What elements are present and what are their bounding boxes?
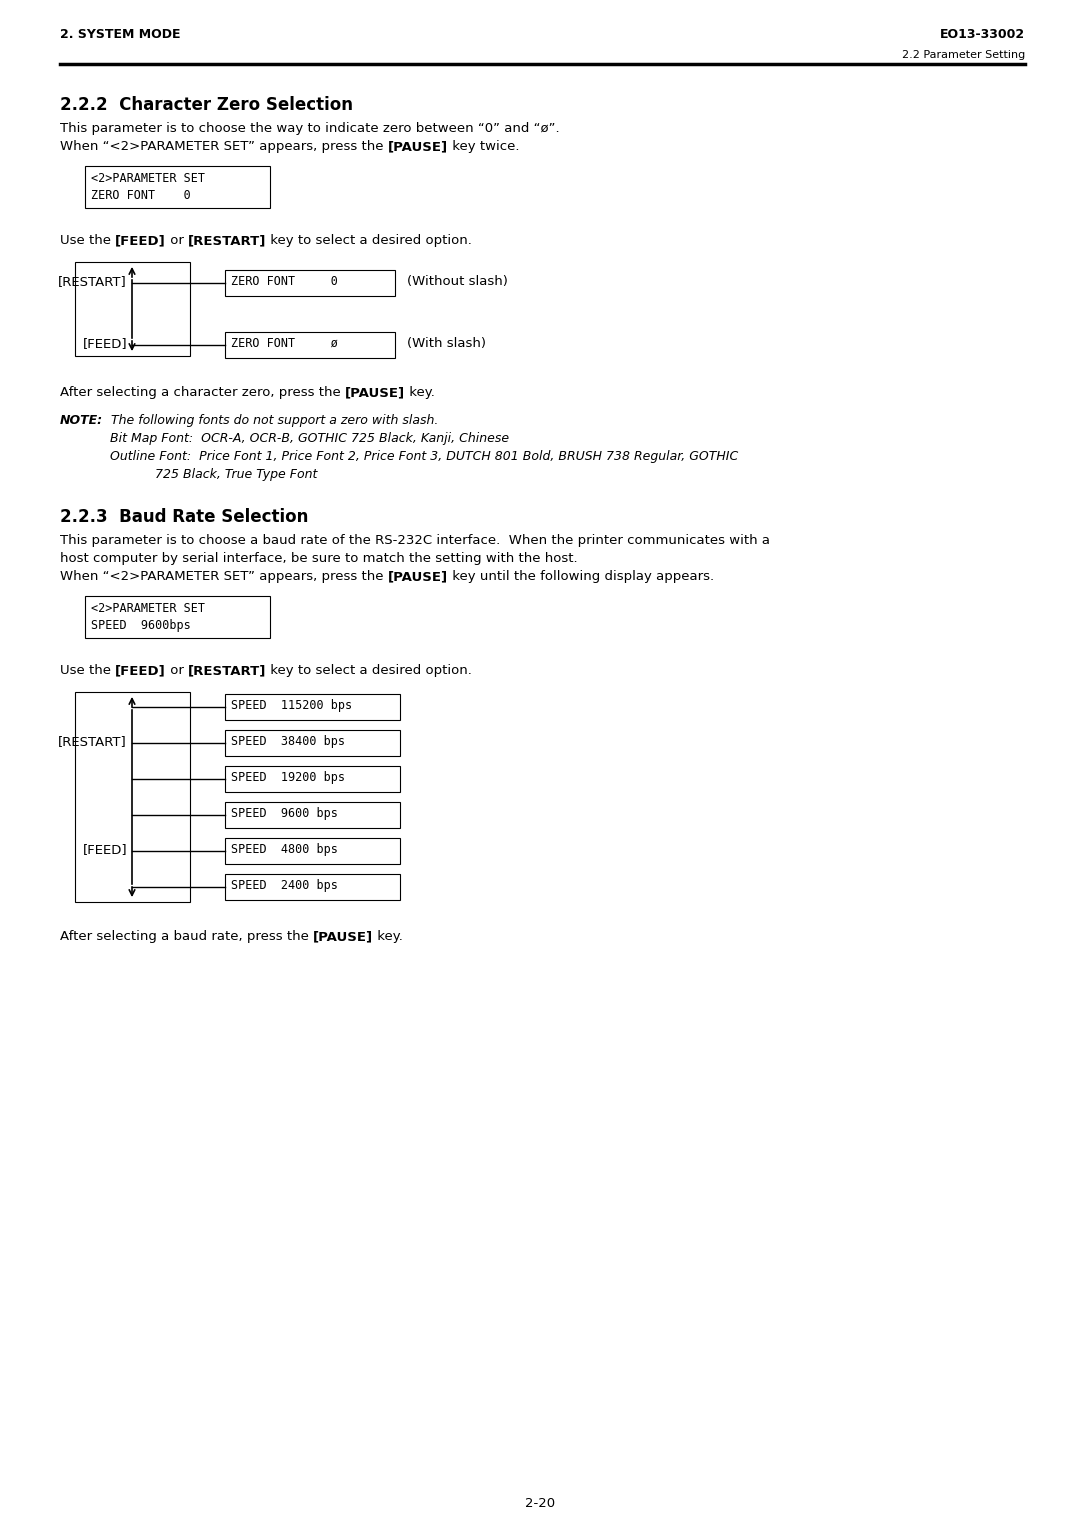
Text: [PAUSE]: [PAUSE] <box>313 931 374 943</box>
Text: [RESTART]: [RESTART] <box>188 665 267 677</box>
Text: 725 Black, True Type Font: 725 Black, True Type Font <box>156 468 318 481</box>
Text: SPEED  19200 bps: SPEED 19200 bps <box>231 772 345 784</box>
Text: Outline Font:  Price Font 1, Price Font 2, Price Font 3, DUTCH 801 Bold, BRUSH 7: Outline Font: Price Font 1, Price Font 2… <box>110 451 739 463</box>
Text: [RESTART]: [RESTART] <box>58 275 127 289</box>
Text: 2.2 Parameter Setting: 2.2 Parameter Setting <box>902 50 1025 60</box>
Text: ZERO FONT    0: ZERO FONT 0 <box>91 189 191 202</box>
Text: 2.2.3  Baud Rate Selection: 2.2.3 Baud Rate Selection <box>60 507 309 526</box>
Bar <box>225 802 400 828</box>
Text: <2>PARAMETER SET: <2>PARAMETER SET <box>91 173 205 185</box>
Text: When “<2>PARAMETER SET” appears, press the: When “<2>PARAMETER SET” appears, press t… <box>60 570 388 584</box>
Text: [FEED]: [FEED] <box>82 843 127 857</box>
Text: SPEED  9600 bps: SPEED 9600 bps <box>231 807 338 821</box>
Text: [PAUSE]: [PAUSE] <box>388 141 448 153</box>
Text: (With slash): (With slash) <box>407 338 486 350</box>
Bar <box>225 874 400 900</box>
Text: The following fonts do not support a zero with slash.: The following fonts do not support a zer… <box>103 414 438 426</box>
Text: [FEED]: [FEED] <box>116 665 166 677</box>
Text: key twice.: key twice. <box>448 141 519 153</box>
Bar <box>75 692 190 902</box>
Text: SPEED  115200 bps: SPEED 115200 bps <box>231 698 352 712</box>
Text: [RESTART]: [RESTART] <box>188 234 267 248</box>
Text: [FEED]: [FEED] <box>82 338 127 350</box>
Bar <box>85 596 270 639</box>
Text: or: or <box>166 234 188 248</box>
Text: Use the: Use the <box>60 234 116 248</box>
Text: <2>PARAMETER SET: <2>PARAMETER SET <box>91 602 205 614</box>
Text: key until the following display appears.: key until the following display appears. <box>448 570 714 584</box>
Text: host computer by serial interface, be sure to match the setting with the host.: host computer by serial interface, be su… <box>60 552 578 565</box>
Text: [PAUSE]: [PAUSE] <box>345 387 405 399</box>
Text: SPEED  38400 bps: SPEED 38400 bps <box>231 735 345 749</box>
Text: 2. SYSTEM MODE: 2. SYSTEM MODE <box>60 28 180 41</box>
Text: (Without slash): (Without slash) <box>407 275 508 287</box>
Text: After selecting a baud rate, press the: After selecting a baud rate, press the <box>60 931 313 943</box>
Text: or: or <box>166 665 188 677</box>
Bar <box>225 270 395 296</box>
Text: [RESTART]: [RESTART] <box>58 735 127 749</box>
Bar <box>225 730 400 756</box>
Text: key.: key. <box>374 931 403 943</box>
Text: SPEED  4800 bps: SPEED 4800 bps <box>231 843 338 856</box>
Text: When “<2>PARAMETER SET” appears, press the: When “<2>PARAMETER SET” appears, press t… <box>60 141 388 153</box>
Text: This parameter is to choose the way to indicate zero between “0” and “ø”.: This parameter is to choose the way to i… <box>60 122 559 134</box>
Text: [FEED]: [FEED] <box>116 234 166 248</box>
Bar <box>225 332 395 358</box>
Text: This parameter is to choose a baud rate of the RS-232C interface.  When the prin: This parameter is to choose a baud rate … <box>60 533 770 547</box>
Text: SPEED  2400 bps: SPEED 2400 bps <box>231 879 338 892</box>
Text: Use the: Use the <box>60 665 116 677</box>
Text: key to select a desired option.: key to select a desired option. <box>267 665 472 677</box>
Text: 2.2.2  Character Zero Selection: 2.2.2 Character Zero Selection <box>60 96 353 115</box>
Text: 2-20: 2-20 <box>525 1497 555 1510</box>
Bar <box>75 261 190 356</box>
Text: Bit Map Font:  OCR-A, OCR-B, GOTHIC 725 Black, Kanji, Chinese: Bit Map Font: OCR-A, OCR-B, GOTHIC 725 B… <box>110 432 509 445</box>
Text: ZERO FONT     ø: ZERO FONT ø <box>231 338 338 350</box>
Text: key to select a desired option.: key to select a desired option. <box>267 234 472 248</box>
Text: SPEED  9600bps: SPEED 9600bps <box>91 619 191 633</box>
Text: ZERO FONT     0: ZERO FONT 0 <box>231 275 338 287</box>
Bar <box>225 694 400 720</box>
Text: NOTE:: NOTE: <box>60 414 103 426</box>
Bar <box>225 837 400 863</box>
Text: [PAUSE]: [PAUSE] <box>388 570 448 584</box>
Text: key.: key. <box>405 387 435 399</box>
Bar <box>85 167 270 208</box>
Text: After selecting a character zero, press the: After selecting a character zero, press … <box>60 387 345 399</box>
Bar <box>225 766 400 792</box>
Text: EO13-33002: EO13-33002 <box>940 28 1025 41</box>
